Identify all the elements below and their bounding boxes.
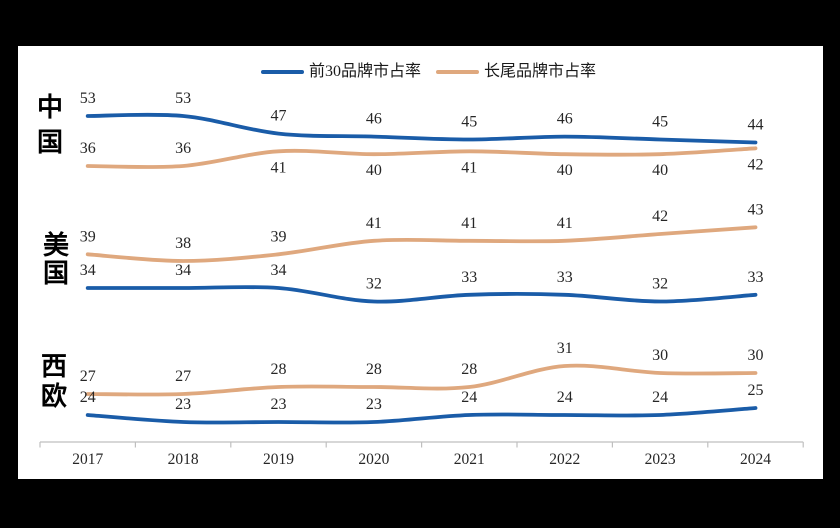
value-label: 53 (175, 90, 191, 107)
value-label: 41 (461, 215, 477, 232)
legend-label: 长尾品牌市占率 (484, 63, 597, 80)
value-label: 24 (557, 389, 573, 406)
value-label: 28 (366, 361, 382, 378)
value-label: 38 (175, 235, 191, 252)
value-label: 36 (175, 140, 191, 157)
plot-area (18, 46, 823, 479)
value-label: 34 (271, 262, 287, 279)
value-label: 40 (557, 162, 573, 179)
value-label: 30 (652, 347, 668, 364)
x-axis-tick-label: 2023 (645, 451, 676, 468)
value-label: 40 (366, 162, 382, 179)
legend-item-longtail: 长尾品牌市占率 (436, 63, 596, 81)
value-label: 40 (652, 162, 668, 179)
value-label: 23 (271, 396, 287, 413)
value-label: 42 (652, 208, 668, 225)
legend-line-swatch-blue (261, 69, 304, 75)
value-label: 41 (557, 215, 573, 232)
value-label: 23 (366, 396, 382, 413)
value-label: 53 (80, 90, 96, 107)
legend-label: 前30品牌市占率 (309, 63, 422, 80)
value-label: 32 (652, 276, 668, 293)
legend-item-top30: 前30品牌市占率 (261, 63, 421, 81)
value-label: 47 (271, 108, 287, 125)
x-axis-tick-label: 2021 (454, 451, 485, 468)
value-label: 39 (80, 228, 96, 245)
x-axis-tick-label: 2022 (549, 451, 580, 468)
value-label: 34 (80, 262, 96, 279)
value-label: 28 (271, 361, 287, 378)
value-label: 33 (557, 269, 573, 286)
legend-line-swatch-tan (436, 69, 479, 75)
western-europe-top30-line (85, 406, 758, 425)
region-label-usa: 美国 (42, 231, 69, 288)
value-label: 27 (80, 368, 96, 385)
value-label: 28 (461, 361, 477, 378)
value-label: 31 (557, 340, 573, 357)
value-label: 23 (175, 396, 191, 413)
value-label: 30 (748, 347, 764, 364)
x-axis-tick-label: 2018 (168, 451, 199, 468)
value-label: 41 (366, 215, 382, 232)
value-label: 33 (748, 269, 764, 286)
china-top30-line (85, 112, 758, 145)
value-label: 44 (748, 116, 764, 133)
x-axis-tick-label: 2019 (263, 451, 294, 468)
value-label: 45 (652, 114, 668, 131)
value-label: 46 (366, 111, 382, 128)
region-label-western-europe: 西欧 (40, 352, 67, 411)
value-label: 34 (175, 262, 191, 279)
region-label-china: 中国 (36, 93, 63, 157)
value-label: 33 (461, 269, 477, 286)
value-label: 25 (748, 382, 764, 399)
value-label: 41 (271, 159, 287, 176)
value-label: 42 (748, 156, 764, 173)
x-axis-tick-label: 2024 (740, 451, 771, 468)
value-label: 24 (80, 389, 96, 406)
value-label: 27 (175, 368, 191, 385)
x-axis-tick-label: 2017 (72, 451, 103, 468)
value-label: 32 (366, 276, 382, 293)
value-label: 39 (271, 228, 287, 245)
usa-top30-line (85, 285, 758, 304)
western-europe-longtail-line (85, 363, 758, 397)
value-label: 45 (461, 114, 477, 131)
value-label: 24 (652, 389, 668, 406)
usa-longtail-line (85, 225, 758, 263)
value-label: 43 (748, 201, 764, 218)
value-label: 46 (557, 111, 573, 128)
value-label: 36 (80, 140, 96, 157)
value-label: 24 (461, 389, 477, 406)
china-longtail-line (85, 146, 758, 169)
value-label: 41 (461, 159, 477, 176)
x-axis-tick-label: 2020 (358, 451, 389, 468)
